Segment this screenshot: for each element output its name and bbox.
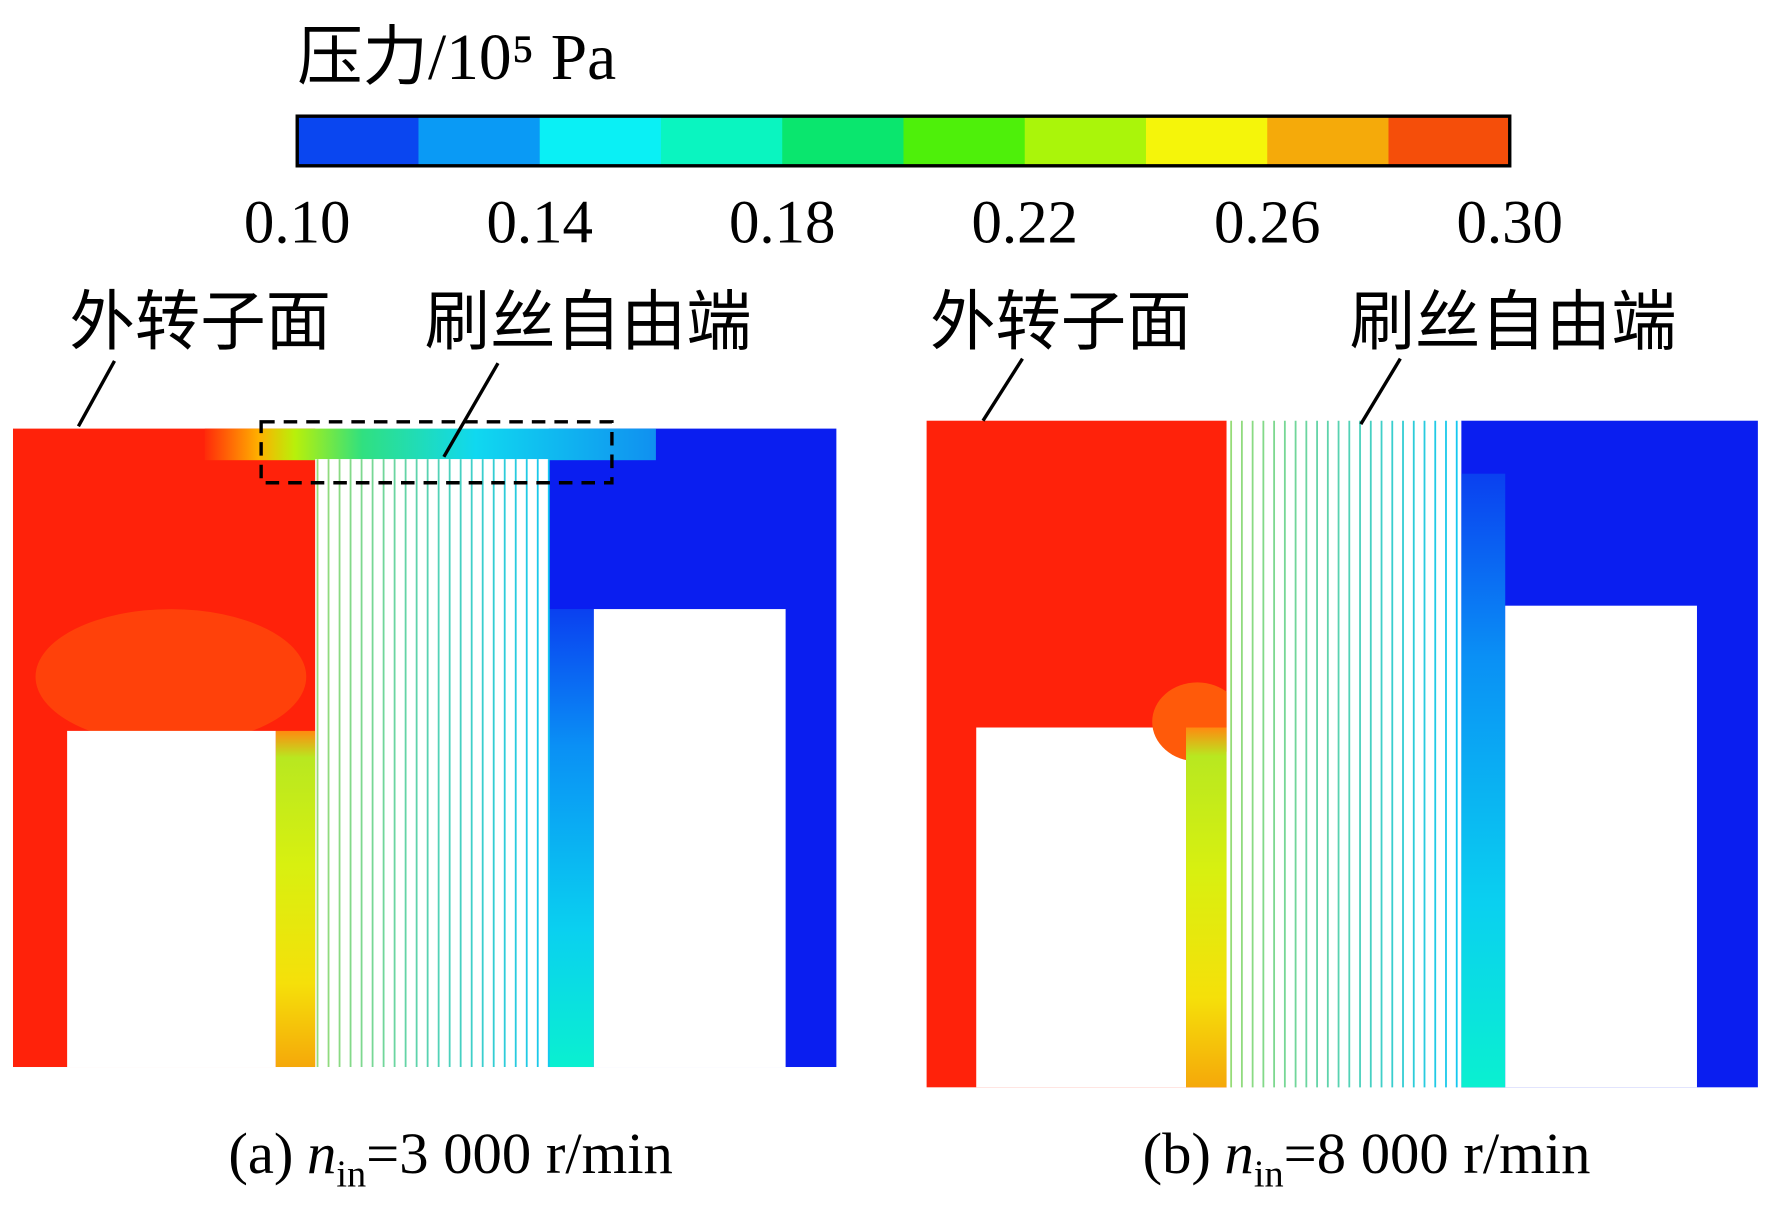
contour (548, 609, 594, 1068)
bristle-pack (315, 459, 549, 1068)
contour (35, 609, 307, 745)
panel-a: 外转子面 刷丝自由端 (a) nin=3 000 r/min (12, 287, 837, 1196)
label: 刷丝自由端 (1350, 287, 1677, 359)
colorbar-tick-label: 0.10 (244, 190, 351, 257)
leader (76, 360, 116, 428)
panel-b: 外转子面 刷丝自由端 (b) nin=8 000 r/min (926, 287, 1758, 1196)
subscript: in (336, 1154, 366, 1196)
colorbar-tick-label: 0.18 (729, 190, 836, 257)
contour (1461, 473, 1506, 1088)
colorbar-tick-label: 0.22 (971, 190, 1078, 257)
colorbar-segment (1388, 116, 1511, 166)
colorbar (297, 116, 1511, 166)
caption: (b) nin=8 000 r/min (1143, 1121, 1591, 1196)
contour (1186, 727, 1227, 1088)
colorbar-segment (297, 116, 420, 166)
bristles (1230, 420, 1458, 1088)
colorbar-segment (660, 116, 783, 166)
label: 刷丝自由端 (425, 287, 752, 359)
symbol: n (307, 1121, 336, 1186)
colorbar-segment (418, 116, 541, 166)
symbol: n (1225, 1121, 1254, 1186)
colorbar-segment (782, 116, 905, 166)
bristles (316, 459, 550, 1068)
leader (442, 362, 500, 458)
colorbar-tick-label: 0.26 (1214, 190, 1321, 257)
notch (67, 730, 276, 1068)
notch (976, 727, 1187, 1088)
colorbar-segment (1145, 116, 1268, 166)
colorbar-segment (1267, 116, 1390, 166)
contour (204, 428, 656, 461)
leader (981, 357, 1024, 422)
colorbar-segment (539, 116, 662, 166)
contour (275, 730, 316, 1068)
colorbar-tick-label: 0.14 (486, 190, 593, 257)
caption-label: (a) (228, 1121, 293, 1186)
colorbar-frame (295, 114, 1512, 168)
colorbar-segment (1024, 116, 1147, 166)
highlight-box (259, 420, 614, 485)
notch (593, 609, 786, 1068)
label: 外转子面 (69, 287, 331, 359)
caption-label: (b) (1143, 1121, 1211, 1186)
notch (1505, 605, 1697, 1088)
colorbar-title: 压力/10⁵ Pa (297, 22, 616, 94)
caption: (a) nin=3 000 r/min (228, 1121, 673, 1196)
colorbar-segment (903, 116, 1026, 166)
leader (1359, 357, 1402, 425)
caption-text: =3 000 r/min (366, 1121, 673, 1186)
colorbar-tick-label: 0.30 (1456, 190, 1563, 257)
caption-text: =8 000 r/min (1284, 1121, 1591, 1186)
label: 外转子面 (930, 287, 1192, 359)
subscript: in (1254, 1154, 1284, 1196)
bristle-pack (1226, 420, 1462, 1088)
